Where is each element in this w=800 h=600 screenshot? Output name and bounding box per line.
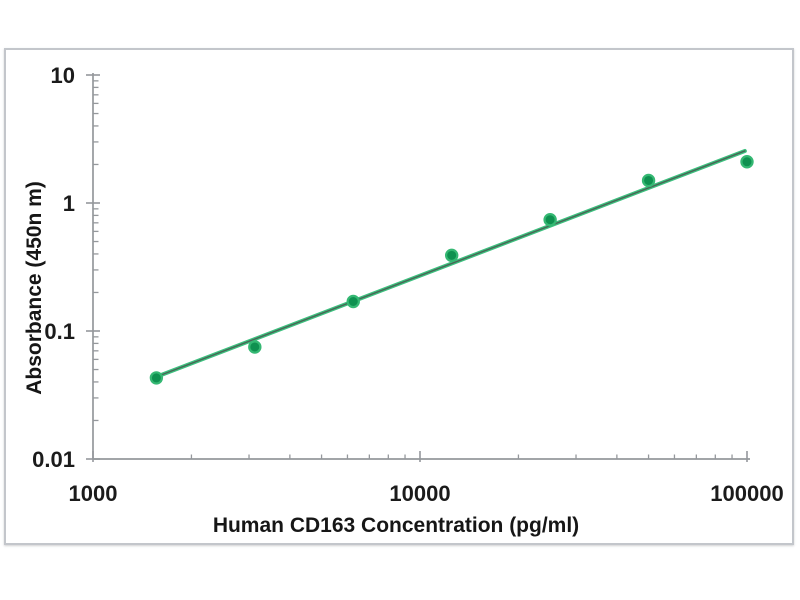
- data-point: [740, 155, 754, 169]
- y-axis-minor-ticks: [93, 80, 99, 422]
- x-tick-labels: 1000 10000 100000: [69, 481, 784, 506]
- y-axis-title: Absorbance (450n m): [23, 181, 46, 395]
- x-tick-label: 100000: [710, 481, 783, 506]
- axis-lines: [92, 73, 750, 460]
- data-points: [149, 155, 754, 385]
- fit-line-core: [154, 150, 746, 378]
- y-tick-label: 0.1: [44, 319, 75, 344]
- chart-frame: [4, 48, 794, 545]
- y-tick-labels: 10 1 0.1 0.01: [32, 63, 75, 472]
- y-tick-label: 1: [63, 191, 75, 216]
- data-point: [346, 294, 360, 309]
- data-point: [444, 248, 459, 263]
- y-tick-label: 0.01: [32, 447, 75, 472]
- data-point: [149, 371, 164, 385]
- data-point: [248, 340, 262, 354]
- y-tick-label: 10: [51, 63, 75, 88]
- x-tick-label: 10000: [389, 481, 450, 506]
- x-tick-label: 1000: [69, 481, 118, 506]
- data-point: [543, 213, 557, 227]
- x-axis-title: Human CD163 Concentration (pg/ml): [213, 514, 579, 537]
- data-point: [641, 173, 656, 188]
- fit-line: [153, 148, 747, 380]
